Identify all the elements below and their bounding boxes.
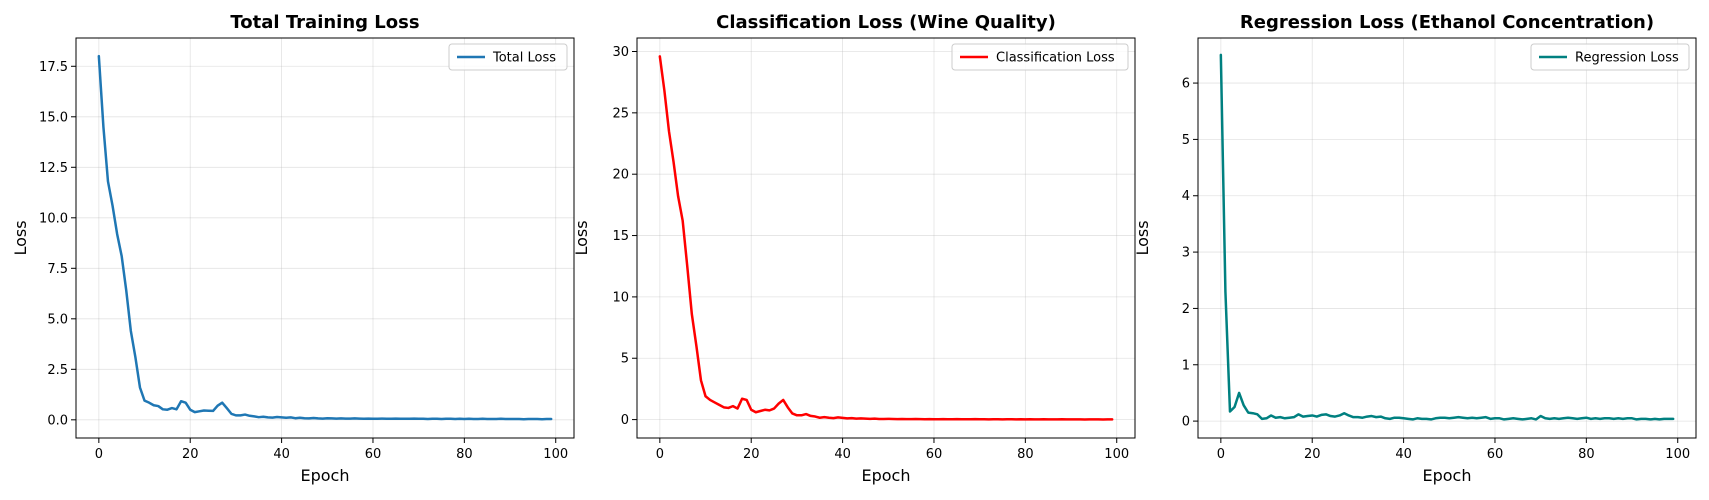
x-tick-label: 40 — [273, 447, 290, 462]
chart-title: Classification Loss (Wine Quality) — [716, 12, 1056, 33]
x-tick-label: 0 — [656, 447, 664, 462]
legend: Classification Loss — [951, 43, 1129, 71]
y-tick-label: 5 — [621, 352, 629, 367]
chart-panel-1: 0 20 40 60 80 100 0.0 2.5 5.0 7.5 10.0 12.5 15.0 17.5… — [11, 12, 575, 485]
series-line-1 — [1219, 53, 1675, 421]
y-tick-label: 0.0 — [47, 413, 68, 428]
x-tick-label: 20 — [743, 447, 760, 462]
series-line-1 — [97, 54, 553, 421]
x-tick-label: 80 — [456, 447, 473, 462]
x-tick-label: 40 — [1395, 447, 1412, 462]
y-tick-label: 3 — [1182, 246, 1190, 261]
y-tick-label: 10 — [612, 290, 629, 305]
legend-label: Classification Loss — [996, 51, 1115, 66]
y-axis-label: Loss — [1133, 220, 1152, 255]
legend-box — [448, 43, 568, 71]
x-tick-label: 60 — [365, 447, 382, 462]
y-tick-label: 0 — [621, 413, 629, 428]
x-tick-label: 100 — [1665, 447, 1690, 462]
y-tick-label: 6 — [1182, 77, 1190, 92]
plot-frame — [636, 37, 1136, 439]
x-axis-label: Epoch — [862, 466, 911, 485]
x-tick-label: 0 — [95, 447, 103, 462]
x-axis-label: Epoch — [301, 466, 350, 485]
x-tick-label: 60 — [1487, 447, 1504, 462]
chart-panel-3: 0 20 40 60 80 100 0 1 2 3 4 5 6 Regression Loss (Etha… — [1133, 12, 1697, 485]
y-tick-label: 15.0 — [39, 110, 68, 125]
y-tick-label: 2.5 — [47, 363, 68, 378]
y-tick-label: 7.5 — [47, 262, 68, 277]
legend: Regression Loss — [1530, 43, 1690, 71]
x-tick-label: 80 — [1578, 447, 1595, 462]
plot-frame — [1197, 37, 1697, 439]
y-tick-label: 15 — [612, 229, 629, 244]
legend: Total Loss — [448, 43, 568, 71]
y-tick-label: 5.0 — [47, 312, 68, 327]
legend-label: Total Loss — [492, 51, 556, 66]
x-tick-label: 40 — [834, 447, 851, 462]
legend-label: Regression Loss — [1575, 51, 1679, 66]
plot-frame — [75, 37, 575, 439]
y-axis-label: Loss — [11, 220, 30, 255]
x-axis-label: Epoch — [1423, 466, 1472, 485]
x-tick-label: 0 — [1217, 447, 1225, 462]
y-tick-label: 10.0 — [39, 211, 68, 226]
y-tick-label: 4 — [1182, 189, 1190, 204]
chart-title: Regression Loss (Ethanol Concentration) — [1240, 12, 1654, 33]
x-tick-label: 60 — [926, 447, 943, 462]
series-line-1 — [658, 55, 1114, 421]
legend-box — [951, 43, 1129, 71]
y-tick-label: 17.5 — [39, 60, 68, 75]
x-tick-label: 20 — [1304, 447, 1321, 462]
x-tick-label: 100 — [1104, 447, 1129, 462]
chart-title: Total Training Loss — [230, 12, 419, 33]
x-tick-label: 80 — [1017, 447, 1034, 462]
y-tick-label: 0 — [1182, 415, 1190, 430]
y-tick-label: 1 — [1182, 358, 1190, 373]
x-tick-label: 20 — [182, 447, 199, 462]
x-tick-label: 100 — [543, 447, 568, 462]
y-tick-label: 2 — [1182, 302, 1190, 317]
y-tick-label: 30 — [612, 45, 629, 60]
y-tick-label: 20 — [612, 168, 629, 183]
y-tick-label: 5 — [1182, 133, 1190, 148]
chart-panel-2: 0 20 40 60 80 100 0 5 10 15 20 25 30 Classification L… — [572, 12, 1136, 485]
y-axis-label: Loss — [572, 220, 591, 255]
legend-box — [1530, 43, 1690, 71]
y-tick-label: 25 — [612, 106, 629, 121]
y-tick-label: 12.5 — [39, 161, 68, 176]
